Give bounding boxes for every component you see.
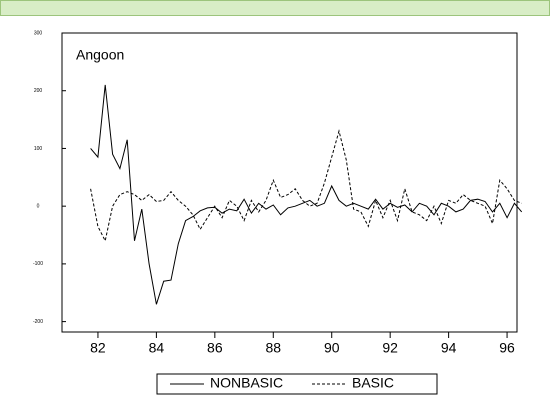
x-tick-label: 86 xyxy=(207,340,223,356)
legend-box xyxy=(156,373,438,395)
data-line xyxy=(90,84,523,305)
x-tick-label: 88 xyxy=(265,340,281,356)
x-tick-label: 84 xyxy=(149,340,165,356)
data-line xyxy=(90,129,522,243)
legend-label: NONBASIC xyxy=(210,375,283,391)
legend-label: BASIC xyxy=(352,375,394,391)
plot-frame xyxy=(61,32,518,333)
y-tick-label: 0 xyxy=(37,203,40,209)
x-tick-label: 82 xyxy=(90,340,106,356)
y-tick-label: 100 xyxy=(34,146,43,152)
annotation: Angoon xyxy=(76,47,124,63)
y-tick-label: 300 xyxy=(34,30,43,36)
x-tick-label: 90 xyxy=(324,340,340,356)
y-tick-label: 200 xyxy=(34,88,43,94)
y-tick-label: -200 xyxy=(33,319,43,325)
x-tick-label: 92 xyxy=(382,340,398,356)
x-tick-label: 94 xyxy=(441,340,457,356)
x-tick-label: 96 xyxy=(499,340,515,356)
y-tick-label: -100 xyxy=(33,261,43,267)
